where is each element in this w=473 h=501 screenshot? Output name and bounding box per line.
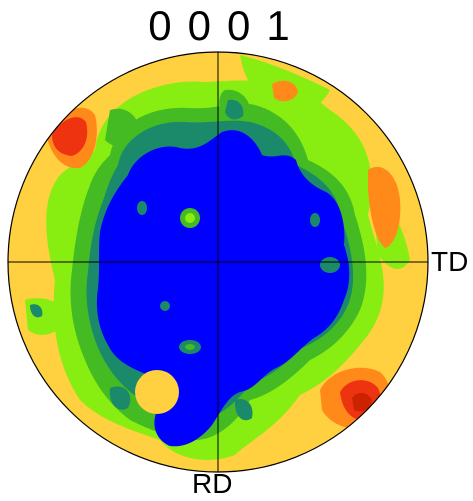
index-digit-2: 0 (187, 2, 213, 49)
index-digit-3: 0 (227, 2, 253, 49)
peak-right-orange (368, 166, 401, 248)
contour-level-2-spot-lower-left (109, 386, 131, 410)
core-island-4 (320, 257, 340, 273)
index-digit-1: 0 (148, 2, 174, 49)
td-axis-label: TD (431, 246, 469, 277)
contour-level-3-lobe-left (105, 108, 140, 147)
core-island-3 (310, 213, 320, 227)
contour-level-2-spot-left (30, 304, 43, 318)
peak-lower-left-yellow (135, 370, 179, 414)
core-island-5 (160, 301, 170, 311)
index-digit-4: 1 (266, 2, 292, 49)
peak-top-orange (272, 80, 298, 102)
contour-level-2-spot-lower (234, 398, 253, 421)
pole-figure-outline (7, 51, 429, 473)
intensity-contours (8, 52, 428, 472)
peak-lower-right-dark-red (352, 392, 372, 412)
peak-upper-left-red (52, 117, 88, 156)
core-island-2 (137, 201, 147, 215)
core-island-6-center (185, 344, 195, 350)
rd-axis-label: RD (192, 468, 233, 499)
contour-level-1-core (96, 130, 350, 447)
core-island-1-center (185, 213, 195, 223)
contour-level-2-spot-top (225, 99, 244, 120)
